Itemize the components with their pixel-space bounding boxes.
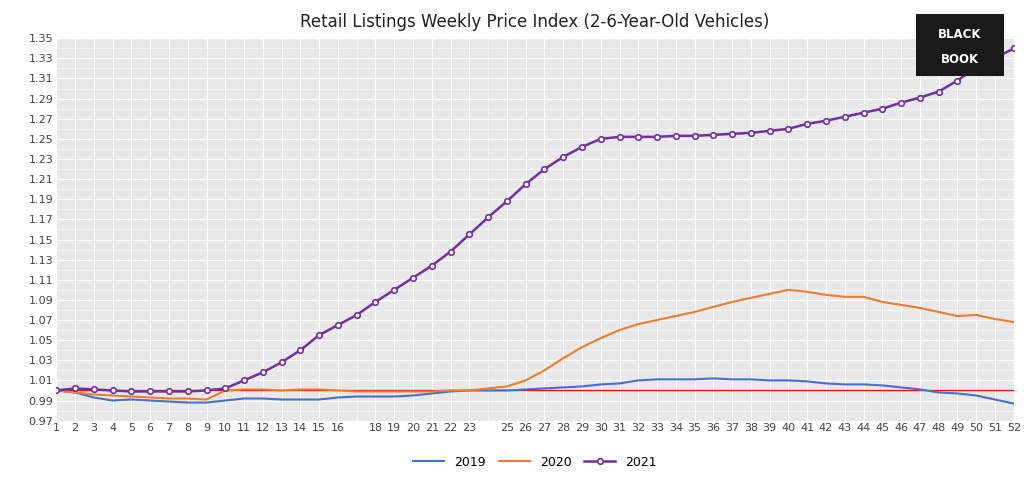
Title: Retail Listings Weekly Price Index (2-6-Year-Old Vehicles): Retail Listings Weekly Price Index (2-6-… — [300, 13, 770, 31]
Legend: 2019, 2020, 2021: 2019, 2020, 2021 — [409, 451, 662, 474]
Text: BLACK: BLACK — [938, 28, 982, 41]
Text: BOOK: BOOK — [941, 53, 979, 65]
